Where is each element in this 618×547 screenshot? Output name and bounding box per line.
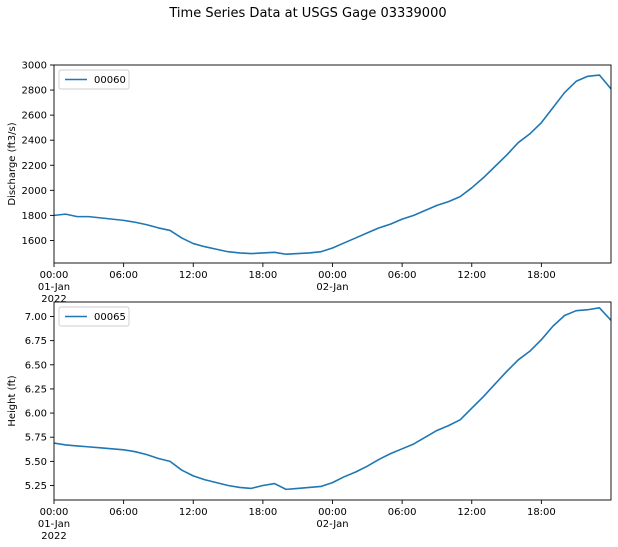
y-tick-label: 5.50 [25,457,47,468]
x-tick-label: 12:00 [457,270,486,281]
x-tick-year: 2022 [41,531,66,542]
legend: 00065 [58,306,130,327]
x-tick-label: 12:00 [457,507,486,518]
x-tick-label: 18:00 [248,270,277,281]
legend-label: 00060 [94,75,126,86]
series-line-0 [54,306,611,491]
x-tick-sublabel: 01-Jan [38,282,70,293]
y-tick-label: 2600 [22,111,47,122]
x-tick-label: 18:00 [248,507,277,518]
y-tick-label: 6.50 [25,360,47,371]
x-tick-sublabel: 02-Jan [316,282,348,293]
y-tick-label: 5.75 [25,433,47,444]
y-tick-label: 3000 [22,61,47,72]
x-tick-label: 06:00 [388,507,417,518]
y-axis-label: Discharge (ft3/s) [7,122,18,205]
y-tick-label: 1800 [22,211,47,222]
y-tick-label: 6.00 [25,409,47,420]
x-tick-label: 00:00 [318,270,347,281]
x-tick-label: 00:00 [40,507,69,518]
legend-label: 00065 [94,312,126,323]
x-tick-label: 18:00 [527,270,556,281]
x-tick-label: 00:00 [318,507,347,518]
x-tick-label: 18:00 [527,507,556,518]
x-tick-sublabel: 02-Jan [316,519,348,530]
x-tick-label: 06:00 [388,270,417,281]
figure-title: Time Series Data at USGS Gage 03339000 [168,6,446,21]
y-tick-label: 5.25 [25,481,47,492]
legend: 00060 [58,69,130,90]
x-tick-label: 06:00 [109,507,138,518]
x-tick-year: 2022 [41,294,66,305]
y-tick-label: 6.75 [25,336,47,347]
x-tick-label: 12:00 [179,270,208,281]
y-tick-label: 1600 [22,236,47,247]
x-tick-sublabel: 01-Jan [38,519,70,530]
y-tick-label: 2200 [22,161,47,172]
x-tick-label: 06:00 [109,270,138,281]
y-tick-label: 2000 [22,186,47,197]
height-plot: 5.25 5.50 5.75 6.00 6.25 6.50 6.75 7.00 Height (… [7,301,612,542]
y-axis-label: Height (ft) [7,375,18,426]
legend-box [58,69,130,90]
y-tick-label: 2400 [22,136,47,147]
axes-frame [53,301,612,501]
y-tick-label: 7.00 [25,312,47,323]
x-tick-label: 12:00 [179,507,208,518]
series-line-0 [54,74,611,256]
axes-frame [53,64,612,264]
discharge-plot: 1600 1800 2000 2200 2400 2600 2800 3000 Discharg… [7,61,612,305]
legend-box [58,306,130,327]
y-tick-label: 6.25 [25,384,47,395]
x-tick-label: 00:00 [40,270,69,281]
y-tick-label: 2800 [22,86,47,97]
